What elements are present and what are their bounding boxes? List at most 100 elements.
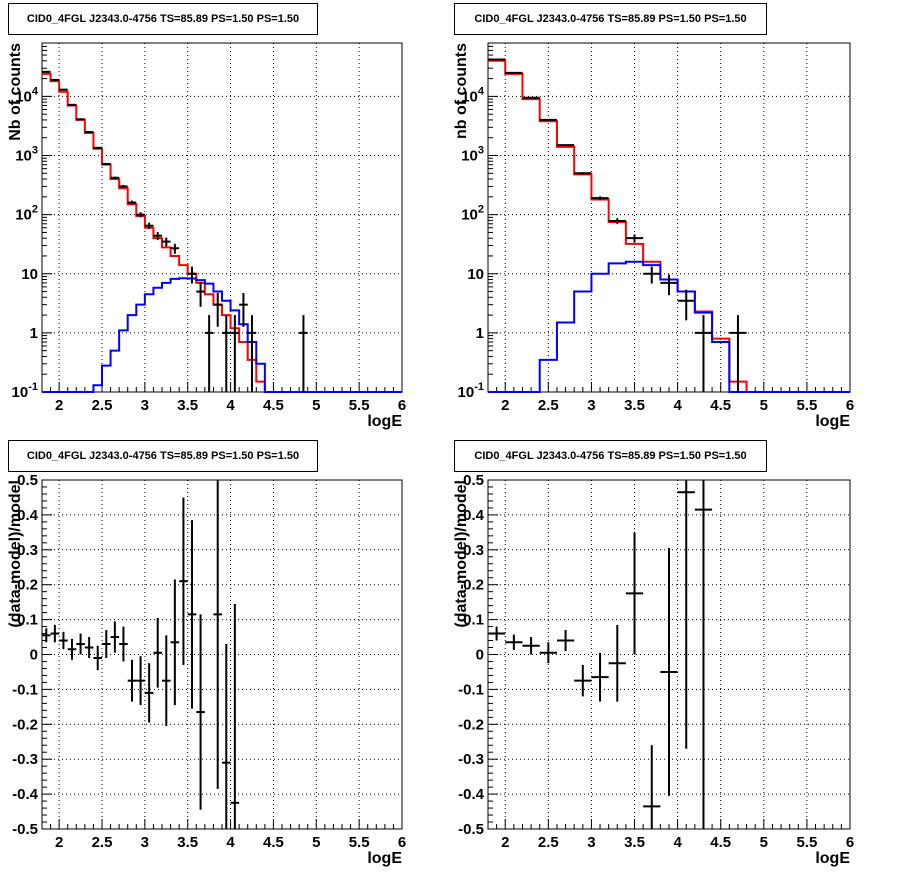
y-tick-label: 10-1: [12, 381, 38, 401]
data-point: [187, 520, 197, 709]
data-point: [110, 176, 120, 180]
data-point: [102, 630, 111, 658]
y-tick-label: 0.2: [17, 577, 38, 594]
x-tick-label: 4.5: [263, 834, 284, 851]
data-point: [67, 638, 77, 660]
x-tick-label: 4: [226, 834, 235, 851]
data-point: [127, 659, 137, 702]
pad-2-title: CID0_4FGL J2343.0-4756 TS=85.89 PS=1.50 …: [454, 3, 767, 35]
data-point: [299, 315, 308, 392]
data-point: [76, 633, 85, 655]
data-point: [539, 118, 557, 121]
x-tick-label: 6: [846, 834, 854, 851]
y-tick-label: -0.3: [458, 751, 484, 768]
data-point: [230, 603, 240, 829]
series-model-total-line: [488, 59, 850, 393]
x-tick-label: 5.5: [349, 834, 370, 851]
x-tick-label: 6: [398, 834, 406, 851]
data-point: [196, 282, 205, 307]
y-tick-label: 1: [30, 325, 38, 342]
data-point: [136, 212, 145, 218]
data-point: [119, 184, 128, 188]
x-tick-label: 4.5: [263, 397, 284, 414]
x-axis-label: logE: [367, 413, 402, 430]
y-tick-label: 0.3: [463, 542, 484, 559]
x-tick-label: 4: [673, 397, 682, 414]
x-tick-label: 4: [673, 834, 682, 851]
data-point: [677, 480, 695, 749]
data-point: [213, 480, 222, 789]
y-axis-label: (data-model)/model: [453, 480, 470, 628]
pad-3-title: CID0_4FGL J2343.0-4756 TS=85.89 PS=1.50 …: [8, 440, 318, 472]
y-tick-label: -0.4: [458, 786, 485, 803]
y-axis-label: Nb of counts: [7, 43, 24, 141]
x-tick-label: 2.5: [538, 397, 559, 414]
data-point: [102, 162, 111, 165]
data-point: [153, 232, 162, 240]
x-tick-label: 5.5: [349, 397, 370, 414]
data-point: [84, 637, 94, 658]
data-point: [488, 626, 506, 641]
data-point: [93, 146, 102, 149]
x-tick-label: 3: [587, 834, 595, 851]
series-model-source-line: [42, 277, 402, 393]
y-tick-label: -0.2: [458, 716, 484, 733]
data-point: [93, 645, 102, 671]
x-tick-label: 6: [846, 397, 854, 414]
y-tick-label: 103: [15, 145, 38, 165]
y-tick-label: -0.5: [458, 821, 484, 838]
data-point: [556, 144, 575, 147]
data-point: [59, 631, 68, 650]
plot-frame: [41, 42, 403, 393]
data-point: [239, 292, 248, 327]
x-tick-label: 3.5: [177, 834, 198, 851]
data-point: [67, 103, 77, 106]
x-axis-label: logE: [815, 850, 850, 867]
y-axis-label: (data-model)/model: [7, 480, 24, 628]
plot-frame: [487, 42, 851, 393]
data-point: [162, 237, 171, 247]
x-axis-label: logE: [367, 850, 402, 867]
y-tick-label: -0.4: [12, 786, 39, 803]
data-point: [556, 630, 575, 652]
y-tick-label: -0.2: [12, 716, 38, 733]
data-point: [608, 624, 626, 702]
data-point: [136, 656, 145, 706]
x-tick-label: 5: [760, 834, 768, 851]
x-tick-label: 2: [501, 397, 509, 414]
y-tick-label: 0.4: [17, 507, 39, 524]
x-axis-label: logE: [815, 413, 850, 430]
data-point: [608, 218, 626, 225]
y-tick-label: 0.5: [463, 472, 484, 489]
y-tick-label: -0.3: [12, 751, 38, 768]
y-tick-label: -0.1: [12, 681, 38, 698]
data-point: [222, 315, 231, 392]
data-point: [204, 315, 214, 392]
data-point: [591, 652, 609, 702]
data-point: [187, 266, 197, 284]
data-point: [144, 222, 154, 230]
data-point: [170, 579, 180, 706]
data-point: [625, 234, 644, 243]
x-tick-label: 5: [760, 397, 768, 414]
data-point: [213, 292, 222, 327]
data-point: [230, 315, 240, 392]
y-tick-label: 10: [467, 266, 484, 283]
data-point: [694, 315, 713, 392]
y-tick-label: 0.4: [463, 507, 485, 524]
x-tick-label: 2.5: [92, 834, 113, 851]
x-tick-label: 2.5: [92, 397, 113, 414]
data-point: [591, 196, 609, 201]
x-tick-label: 5.5: [796, 397, 817, 414]
data-point: [660, 548, 678, 796]
data-point: [84, 130, 94, 133]
x-tick-label: 2: [501, 834, 509, 851]
data-point: [50, 624, 60, 643]
data-point: [574, 172, 592, 175]
pad-1-title: CID0_4FGL J2343.0-4756 TS=85.89 PS=1.50 …: [8, 3, 318, 35]
plot-frame: [41, 479, 403, 830]
data-point: [522, 96, 540, 99]
x-tick-label: 3.5: [624, 397, 645, 414]
data-point: [677, 289, 695, 321]
